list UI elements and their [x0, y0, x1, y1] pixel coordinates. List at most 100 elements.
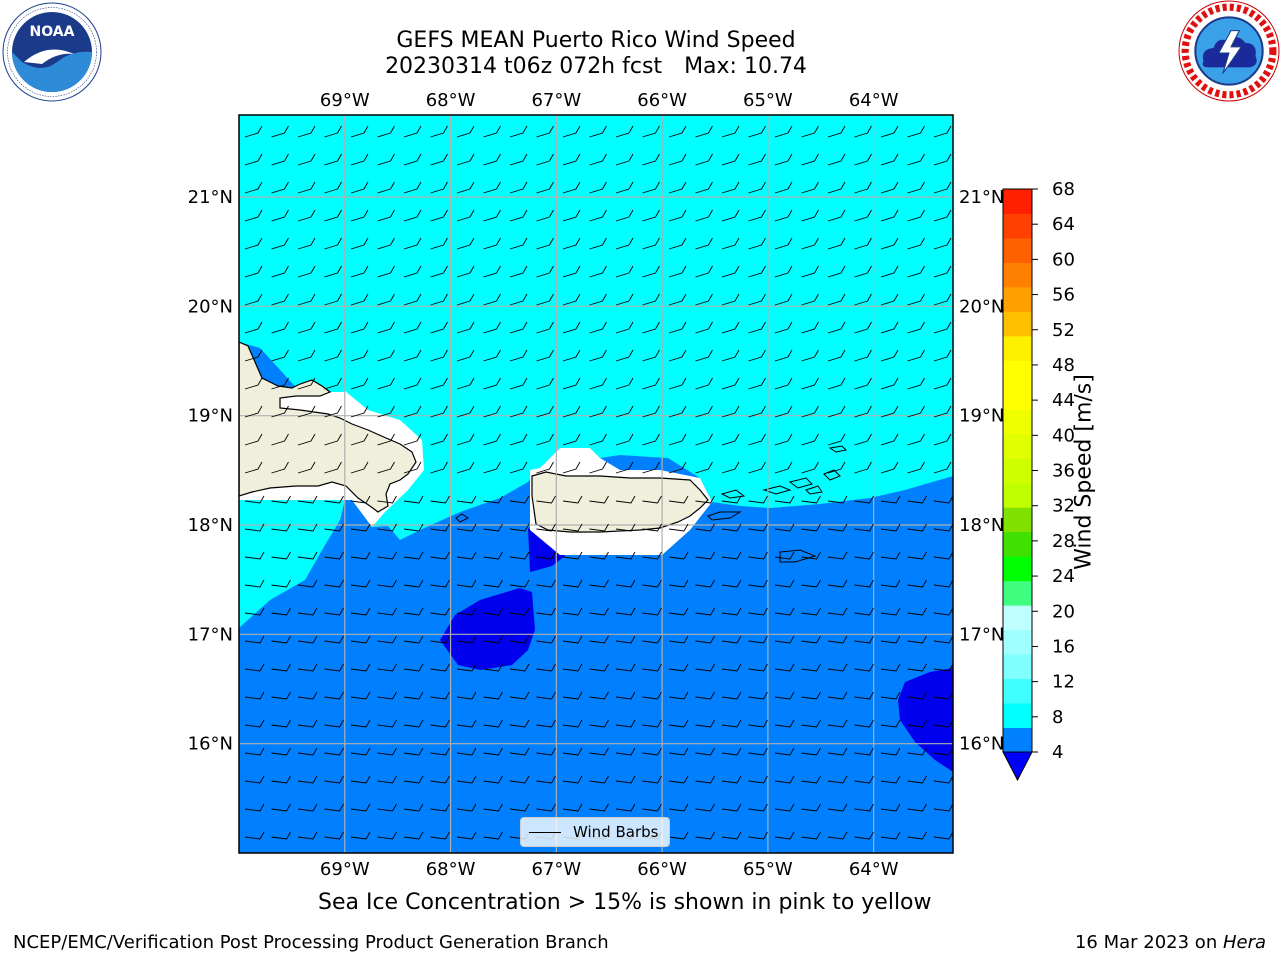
wind-barb: [430, 125, 448, 138]
wind-barb: [801, 495, 821, 504]
wind-barb: [748, 237, 766, 250]
wind-barb: [774, 607, 795, 616]
wind-barb: [324, 719, 344, 728]
wind-barb: [430, 803, 450, 812]
wind-barb: [721, 523, 742, 532]
wind-barb: [880, 831, 901, 840]
wind-barb: [907, 803, 927, 812]
wind-barb: [244, 405, 263, 418]
wind-barb: [907, 747, 927, 756]
wind-barb: [642, 405, 660, 418]
wind-barb: [244, 747, 265, 756]
wind-barb: [350, 433, 369, 446]
wind-barb: [350, 293, 369, 306]
wind-barb: [430, 607, 450, 616]
wind-barb: [403, 551, 424, 560]
wind-barb: [933, 181, 952, 194]
wind-barb: [642, 691, 662, 700]
wind-barb: [615, 551, 636, 560]
wind-barb: [324, 237, 342, 250]
wind-barb: [642, 775, 662, 784]
wind-barb: [350, 265, 369, 278]
wind-barb: [721, 125, 740, 138]
wind-barb: [456, 321, 475, 334]
wind-barb: [668, 125, 687, 138]
wind-barb: [801, 209, 819, 222]
wind-barbs: [244, 125, 953, 840]
wind-barb: [377, 495, 397, 504]
wind-barb: [377, 551, 397, 560]
wind-barb: [589, 775, 609, 784]
wind-barb: [801, 293, 819, 306]
wind-barb: [562, 349, 581, 362]
wind-barb: [774, 691, 795, 700]
wind-barb: [721, 831, 742, 840]
wind-barb: [244, 635, 265, 644]
wind-barb: [430, 691, 450, 700]
wind-barb: [721, 293, 740, 306]
wind-barb: [933, 461, 952, 474]
wind-barb: [668, 691, 689, 700]
wind-barb: [907, 265, 925, 278]
wind-barb: [536, 523, 556, 532]
wind-barb: [377, 377, 395, 390]
wind-barb: [589, 209, 607, 222]
wind-barb: [244, 265, 263, 278]
wind-barb: [297, 663, 318, 672]
wind-barb: [721, 461, 740, 474]
wind-barb: [589, 461, 607, 474]
wind-barb: [668, 607, 689, 616]
wind-barb: [695, 405, 713, 418]
wind-barb: [483, 377, 501, 390]
wind-barb: [668, 775, 689, 784]
wind-barb: [456, 265, 475, 278]
wind-barb: [615, 433, 634, 446]
wind-barb: [483, 237, 501, 250]
wind-barb: [615, 349, 634, 362]
wind-barb: [854, 775, 874, 784]
wind-barb: [748, 293, 766, 306]
wind-barb: [615, 495, 636, 504]
wind-barb: [350, 719, 371, 728]
wind-barb: [774, 293, 793, 306]
wind-barb: [695, 691, 715, 700]
wind-barb: [668, 293, 687, 306]
wind-barb: [456, 775, 477, 784]
colorbar-segment: [1003, 703, 1032, 729]
wind-barb: [271, 719, 291, 728]
wind-barb: [350, 579, 371, 588]
wind-barb: [430, 579, 450, 588]
wind-barb: [244, 719, 265, 728]
lon-label-bottom: 67°W: [531, 859, 581, 880]
wind-barb: [536, 321, 554, 334]
wind-barb: [324, 551, 344, 560]
wind-barb: [377, 635, 397, 644]
wind-barb: [324, 663, 344, 672]
wind-barb: [483, 579, 503, 588]
wind-barb: [509, 495, 530, 504]
wind-barb: [297, 461, 316, 474]
wind-barb: [880, 293, 899, 306]
wind-barb: [324, 405, 342, 418]
wind-barb: [562, 803, 583, 812]
wind-barb: [615, 293, 634, 306]
wind-barb: [801, 691, 821, 700]
wind-barb: [589, 523, 609, 532]
wind-barb: [907, 579, 927, 588]
lon-label-top: 68°W: [426, 90, 476, 111]
wind-barb: [377, 405, 395, 418]
axis-labels: 69°W 69°W 68°W 68°W 67°W 67°W 66°W 66°W 65°W 65°W…: [188, 90, 1005, 880]
wind-barb: [933, 831, 953, 840]
wind-barb: [271, 265, 289, 278]
lon-label-top: 66°W: [637, 90, 687, 111]
colorbar-tick-label: 60: [1052, 249, 1075, 270]
lat-label-left: 18°N: [188, 515, 233, 536]
footer-branch: NCEP/EMC/Verification Post Processing Pr…: [13, 932, 609, 953]
wind-barb: [456, 209, 475, 222]
wind-barb: [483, 125, 501, 138]
wind-barb: [854, 181, 872, 194]
wind-barb: [244, 579, 265, 588]
wind-barb: [907, 125, 925, 138]
wind-barb: [562, 405, 581, 418]
wind-barb: [854, 831, 874, 840]
